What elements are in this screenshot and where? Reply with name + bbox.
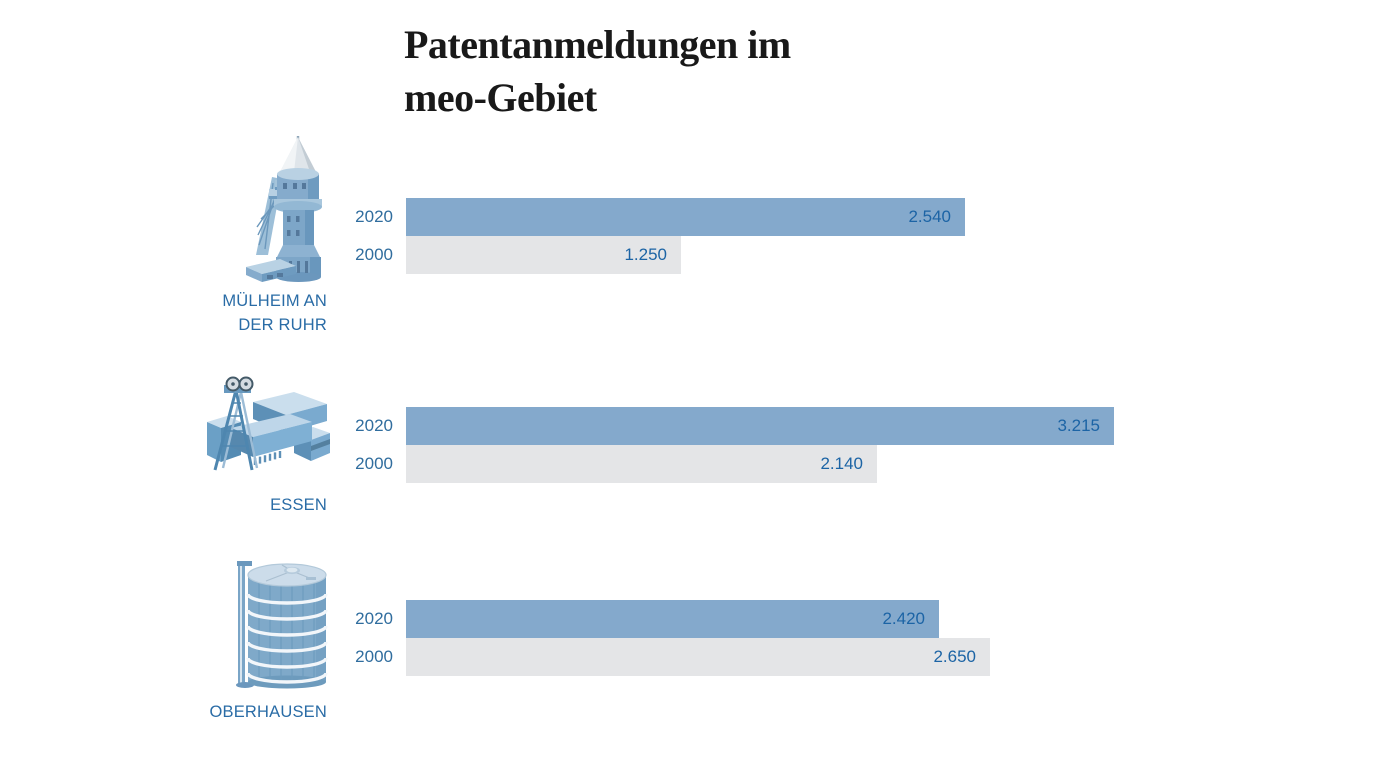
bar-row: 2020 3.215: [327, 407, 1114, 445]
year-label: 2000: [355, 454, 393, 473]
value-label: 1.250: [624, 245, 667, 264]
colliery-headframe-icon: [197, 376, 332, 488]
city-label-muelheim: MÜLHEIM AN DER RUHR: [222, 292, 327, 334]
bar-2020-muelheim: 2.540: [406, 198, 965, 236]
bar-2000-oberhausen: 2.650: [406, 638, 990, 676]
value-label: 2.650: [933, 647, 976, 666]
bar-2000-muelheim: 1.250: [406, 236, 681, 274]
bar-row: 2000 2.140: [327, 445, 1114, 483]
group-essen: ESSEN 2020 3.215 2000 2.140: [0, 376, 1392, 514]
bar-rows-oberhausen: 2020 2.420 2000 2.650: [327, 600, 990, 676]
year-label: 2020: [355, 416, 393, 435]
value-label: 2.540: [908, 207, 951, 226]
bar-2000-essen: 2.140: [406, 445, 877, 483]
group-muelheim: MÜLHEIM AN DER RUHR 2020 2.540 2000 1.25…: [0, 136, 1392, 334]
group-oberhausen: OBERHAUSEN 2020 2.420 2000 2.650: [0, 561, 1392, 721]
city-label-oberhausen: OBERHAUSEN: [209, 703, 327, 721]
value-label: 2.420: [882, 609, 925, 628]
city-label-essen: ESSEN: [270, 496, 327, 514]
bar-rows-muelheim: 2020 2.540 2000 1.250: [327, 198, 965, 274]
year-label: 2000: [355, 647, 393, 666]
year-label: 2000: [355, 245, 393, 264]
bar-row: 2000 2.650: [327, 638, 990, 676]
year-label: 2020: [355, 207, 393, 226]
chart-title: Patentanmeldungen im meo-Gebiet: [404, 22, 791, 120]
bar-row: 2020 2.540: [327, 198, 965, 236]
bar-row: 2020 2.420: [327, 600, 990, 638]
bar-2020-oberhausen: 2.420: [406, 600, 939, 638]
bar-rows-essen: 2020 3.215 2000 2.140: [327, 407, 1114, 483]
bar-row: 2000 1.250: [327, 236, 965, 274]
gasometer-icon: [228, 548, 332, 695]
water-tower-icon: [240, 133, 332, 285]
bar-2020-essen: 3.215: [406, 407, 1114, 445]
value-label: 3.215: [1057, 416, 1100, 435]
year-label: 2020: [355, 609, 393, 628]
value-label: 2.140: [820, 454, 863, 473]
